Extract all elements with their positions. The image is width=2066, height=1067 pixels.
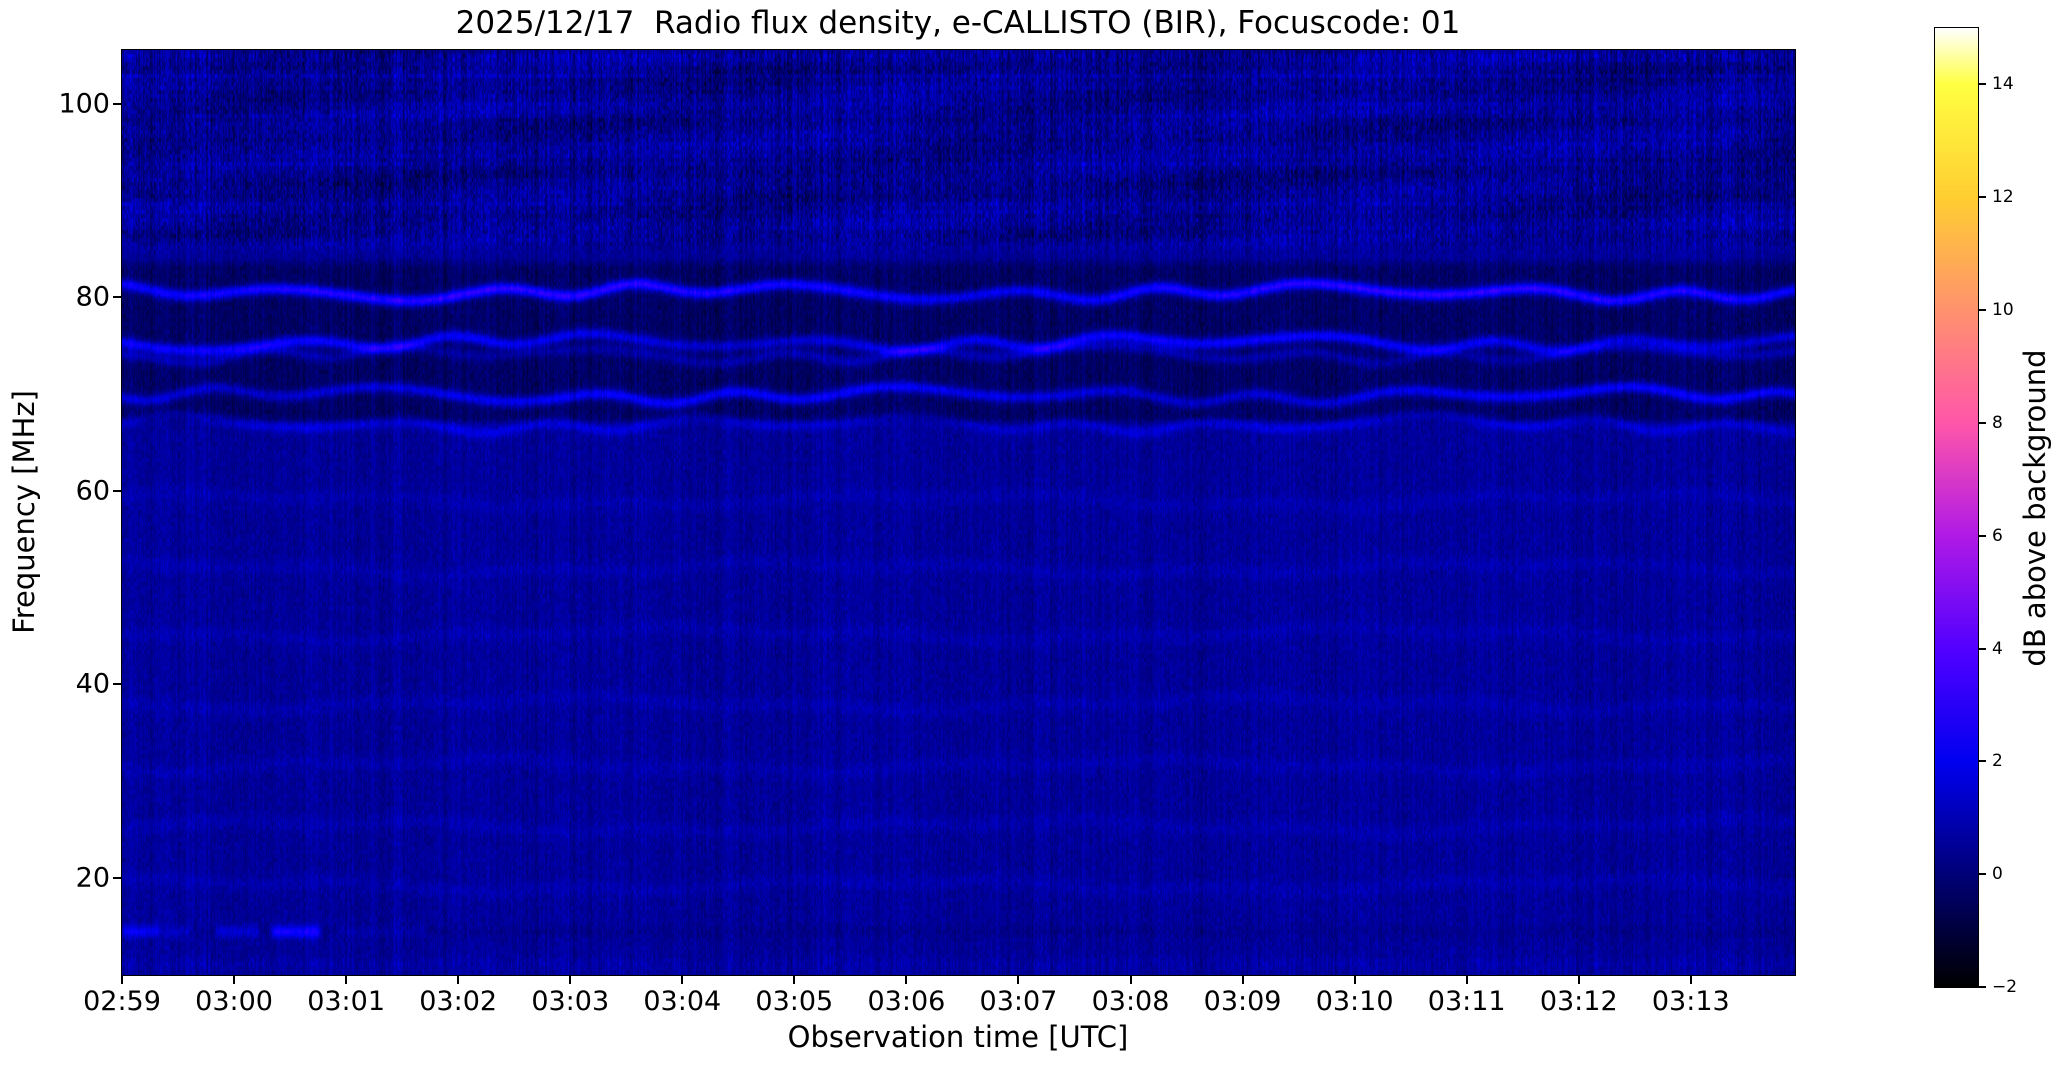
- y-tick-label: 20: [75, 862, 110, 894]
- x-tick-label: 03:10: [1315, 986, 1394, 1017]
- colorbar-tick-label: 12: [1992, 187, 2014, 208]
- colorbar-label: dB above background: [2018, 349, 2052, 667]
- colorbar-tick-label: −2: [1992, 977, 2018, 997]
- x-tick-label: 03:12: [1539, 986, 1618, 1017]
- colorbar-tick-label: 10: [1992, 300, 2014, 321]
- x-tick-label: 03:11: [1427, 986, 1506, 1017]
- x-tick-label: 03:01: [307, 986, 386, 1017]
- chart-title: 2025/12/17 Radio flux density, e-CALLIST…: [455, 5, 1461, 41]
- x-tick-label: 03:02: [419, 986, 498, 1017]
- colorbar-tick: [1979, 760, 1986, 763]
- x-tick-label: 02:59: [83, 986, 161, 1017]
- x-tick: [1129, 976, 1132, 984]
- y-tick: [113, 683, 121, 686]
- colorbar-tick: [1979, 986, 1986, 988]
- x-tick-label: 03:07: [979, 986, 1058, 1017]
- spectrogram-canvas: [122, 50, 1795, 975]
- x-tick-label: 03:00: [195, 986, 273, 1017]
- y-tick: [113, 296, 121, 299]
- colorbar-tick: [1979, 196, 1986, 199]
- y-axis-label: Frequency [MHz]: [7, 390, 41, 634]
- x-tick: [681, 976, 684, 984]
- x-tick: [1577, 976, 1580, 984]
- x-tick: [569, 976, 572, 984]
- x-axis-label: Observation time [UTC]: [787, 1020, 1129, 1054]
- colorbar-tick: [1979, 647, 1986, 650]
- y-tick: [113, 876, 121, 879]
- x-tick: [233, 976, 236, 984]
- colorbar-tick: [1979, 873, 1986, 876]
- x-tick-label: 03:13: [1651, 986, 1730, 1017]
- x-tick-label: 03:04: [643, 986, 722, 1017]
- y-tick-label: 60: [75, 475, 110, 507]
- x-tick: [1241, 976, 1244, 984]
- x-tick: [1689, 976, 1692, 984]
- colorbar-tick: [1979, 421, 1986, 424]
- y-tick-label: 40: [75, 668, 110, 700]
- x-tick-label: 03:06: [867, 986, 946, 1017]
- x-tick: [1465, 976, 1468, 984]
- colorbar-tick-label: 14: [1992, 74, 2014, 95]
- y-tick: [113, 102, 121, 105]
- colorbar: [1934, 27, 1979, 988]
- y-tick-label: 100: [58, 88, 110, 120]
- x-tick-label: 03:05: [755, 986, 834, 1017]
- colorbar-tick-label: 2: [1992, 751, 2003, 772]
- x-tick: [793, 976, 796, 984]
- x-tick: [905, 976, 908, 984]
- y-tick: [113, 489, 121, 492]
- x-tick-label: 03:09: [1203, 986, 1282, 1017]
- colorbar-tick: [1979, 534, 1986, 537]
- x-tick: [1353, 976, 1356, 984]
- spectrogram-plot: [121, 49, 1796, 976]
- colorbar-tick-label: 4: [1992, 638, 2003, 659]
- colorbar-tick-label: 8: [1992, 412, 2003, 433]
- x-tick-label: 03:08: [1091, 986, 1170, 1017]
- x-tick: [1017, 976, 1020, 984]
- colorbar-tick-label: 0: [1992, 864, 2003, 885]
- x-tick: [457, 976, 460, 984]
- x-tick: [345, 976, 348, 984]
- x-tick: [121, 976, 123, 984]
- colorbar-tick: [1979, 309, 1986, 312]
- y-tick-label: 80: [75, 281, 110, 313]
- colorbar-tick-label: 6: [1992, 525, 2003, 546]
- colorbar-tick: [1979, 83, 1986, 86]
- x-tick-label: 03:03: [531, 986, 610, 1017]
